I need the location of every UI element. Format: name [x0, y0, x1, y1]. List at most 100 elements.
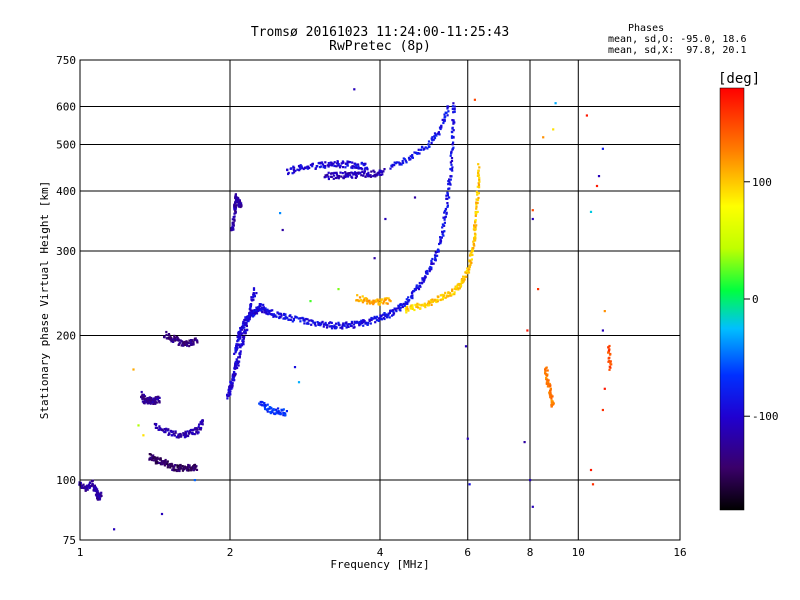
- data-point: [281, 409, 284, 412]
- data-point: [608, 344, 611, 348]
- data-point: [236, 339, 240, 342]
- data-point: [378, 301, 381, 304]
- data-point: [148, 453, 151, 456]
- data-point: [437, 131, 440, 134]
- data-point: [193, 463, 197, 466]
- y-tick-label: 100: [56, 474, 76, 487]
- data-point: [457, 287, 460, 290]
- data-point: [330, 161, 333, 164]
- data-point: [181, 342, 184, 346]
- data-point: [357, 172, 360, 175]
- data-point: [189, 428, 193, 432]
- data-point: [439, 236, 442, 239]
- data-point: [91, 479, 94, 482]
- data-point: [164, 430, 167, 433]
- data-point: [416, 302, 419, 305]
- data-point: [146, 402, 149, 405]
- data-point: [198, 423, 201, 426]
- data-point: [358, 296, 362, 299]
- data-point: [275, 408, 278, 411]
- data-point: [299, 317, 302, 320]
- data-point: [382, 302, 385, 305]
- data-point: [379, 314, 382, 317]
- data-point: [244, 330, 247, 333]
- data-point: [380, 173, 383, 176]
- data-point: [423, 147, 426, 150]
- data-point: [405, 309, 408, 312]
- data-point: [266, 403, 269, 406]
- data-point: [421, 277, 424, 280]
- data-point: [352, 165, 356, 168]
- data-point: [413, 290, 416, 293]
- data-point: [436, 298, 439, 301]
- data-point: [450, 157, 454, 160]
- data-point: [467, 271, 471, 274]
- data-point: [313, 323, 316, 326]
- data-point: [375, 299, 378, 302]
- data-point: [431, 300, 435, 303]
- data-point: [531, 209, 534, 212]
- data-point: [253, 312, 257, 315]
- data-point: [190, 343, 193, 346]
- data-point: [469, 252, 472, 255]
- data-point: [441, 118, 444, 121]
- data-point: [150, 397, 153, 400]
- data-point: [473, 225, 476, 229]
- data-point: [377, 303, 380, 306]
- data-point: [340, 175, 343, 178]
- data-point: [424, 303, 427, 306]
- data-point: [601, 329, 604, 332]
- data-point: [166, 462, 169, 466]
- data-point: [443, 211, 446, 214]
- data-point: [232, 376, 235, 379]
- data-point: [238, 352, 241, 355]
- data-point: [554, 102, 557, 105]
- data-point: [356, 294, 359, 297]
- data-point: [403, 158, 406, 161]
- data-point: [363, 297, 366, 300]
- data-point: [415, 284, 418, 287]
- data-point: [321, 320, 324, 323]
- data-point: [413, 308, 416, 312]
- data-point: [332, 177, 335, 180]
- data-point: [237, 204, 241, 207]
- data-point: [290, 167, 293, 170]
- data-point: [399, 162, 402, 165]
- data-point: [194, 337, 197, 340]
- data-point: [240, 333, 243, 336]
- data-point: [438, 133, 441, 136]
- data-point: [603, 310, 606, 313]
- data-point: [177, 464, 180, 467]
- data-point: [262, 306, 265, 309]
- data-point: [477, 171, 480, 175]
- data-point: [451, 147, 454, 150]
- data-point: [306, 321, 309, 324]
- data-point: [526, 329, 529, 332]
- data-point: [411, 306, 414, 309]
- data-point: [78, 483, 81, 486]
- data-point: [176, 435, 179, 438]
- data-point: [414, 303, 417, 306]
- data-point: [366, 323, 369, 326]
- data-point: [351, 161, 354, 164]
- data-point: [442, 216, 445, 219]
- data-point: [384, 315, 387, 318]
- data-point: [338, 166, 342, 169]
- data-point: [442, 224, 445, 227]
- data-point: [164, 458, 167, 462]
- data-point: [240, 204, 243, 207]
- data-point: [235, 358, 238, 361]
- data-point: [468, 265, 471, 268]
- data-point: [197, 425, 200, 428]
- data-point: [472, 242, 475, 246]
- data-point: [142, 434, 145, 437]
- data-point: [349, 161, 352, 164]
- data-point: [427, 302, 430, 305]
- data-point: [163, 336, 166, 339]
- data-point: [469, 263, 472, 266]
- data-point: [357, 163, 360, 166]
- data-point: [438, 126, 442, 129]
- data-point: [255, 312, 259, 315]
- data-point: [443, 294, 446, 297]
